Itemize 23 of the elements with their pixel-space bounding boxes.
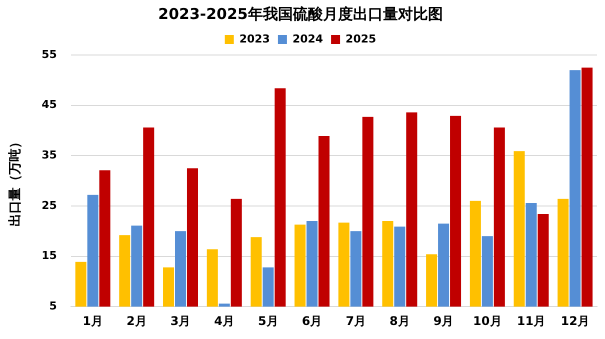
y-tick-label: 25	[42, 198, 57, 212]
legend-label: 2024	[292, 32, 324, 46]
x-tick-label: 2月	[126, 314, 147, 328]
x-tick-label: 4月	[214, 314, 235, 328]
x-tick-label: 3月	[170, 314, 191, 328]
x-tick-label: 9月	[433, 314, 454, 328]
y-tick-label: 35	[42, 148, 57, 162]
x-tick-label: 5月	[258, 314, 278, 328]
y-tick-label: 45	[42, 98, 57, 112]
x-tick-label: 10月	[473, 314, 502, 328]
x-tick-label: 6月	[302, 314, 322, 328]
y-axis-title: 出口量（万吨）	[8, 135, 24, 226]
x-tick-label: 12月	[560, 314, 590, 328]
x-tick-label: 8月	[390, 314, 410, 328]
y-tick-label: 5	[49, 299, 57, 312]
x-tick-label: 11月	[516, 314, 546, 328]
legend-label: 2023	[239, 32, 270, 46]
x-tick-label: 1月	[82, 314, 104, 328]
y-tick-label: 55	[42, 48, 57, 61]
legend-label: 2025	[346, 32, 376, 46]
x-tick-label: 7月	[346, 314, 366, 328]
chart-title: 2023-2025年我国硫酸月度出口量对比图	[158, 4, 443, 23]
y-tick-label: 15	[42, 249, 57, 262]
